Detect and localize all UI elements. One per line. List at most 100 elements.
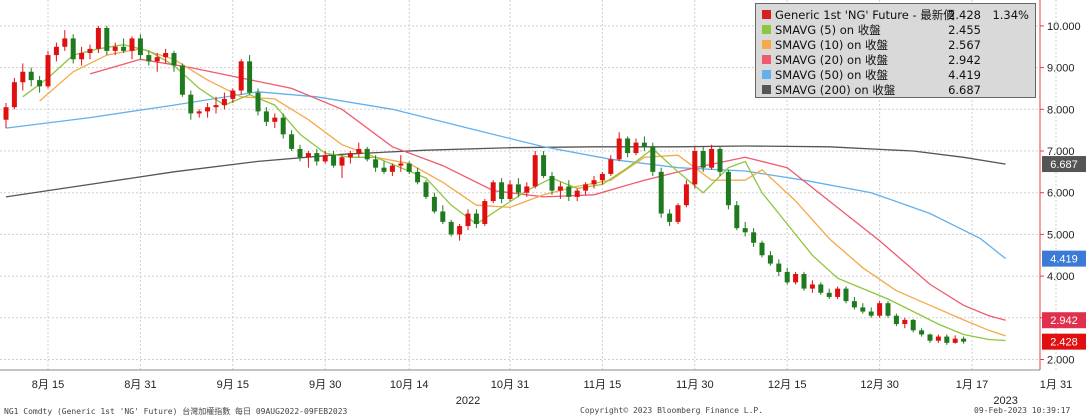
candle-body bbox=[415, 171, 421, 183]
candle-body bbox=[599, 173, 605, 181]
x-tick-label: 10月 14 bbox=[390, 379, 429, 391]
sma20-swatch bbox=[762, 55, 771, 64]
candle-body bbox=[331, 155, 337, 166]
candle-body bbox=[440, 211, 446, 222]
candle-body bbox=[247, 61, 253, 93]
candle-body bbox=[860, 307, 866, 312]
candle-body bbox=[583, 184, 589, 191]
legend-label: SMAVG (10) on 收盤 bbox=[775, 38, 889, 52]
value-marker-label: 4.419 bbox=[1050, 254, 1078, 266]
x-tick-label: 11月 15 bbox=[584, 379, 622, 391]
x-tick-label: 12月 15 bbox=[768, 379, 807, 391]
legend-label: SMAVG (200) on 收盤 bbox=[775, 83, 896, 97]
candle-body bbox=[230, 90, 236, 99]
sma-line bbox=[39, 48, 1006, 337]
candle-body bbox=[129, 38, 135, 51]
candle-body bbox=[356, 148, 362, 154]
candle-body bbox=[289, 134, 295, 149]
footer-timestamp: 09-Feb-2023 10:39:17 bbox=[974, 406, 1071, 415]
candle-body bbox=[62, 38, 68, 47]
candle-body bbox=[171, 53, 177, 66]
candle-body bbox=[37, 80, 43, 87]
candle-body bbox=[877, 303, 883, 316]
candle-body bbox=[851, 301, 857, 308]
y-tick-label: 9.000 bbox=[1047, 63, 1075, 75]
candle-body bbox=[793, 274, 799, 283]
sma200-swatch bbox=[762, 85, 771, 94]
candle-body bbox=[742, 228, 748, 233]
legend-change: 1.34% bbox=[992, 8, 1029, 22]
sma10-swatch bbox=[762, 40, 771, 49]
x-tick-label: 10月 31 bbox=[491, 379, 530, 391]
candle-body bbox=[188, 94, 194, 114]
year-label: 2022 bbox=[456, 395, 480, 405]
candle-body bbox=[179, 65, 185, 95]
sma50-swatch bbox=[762, 70, 771, 79]
candle-body bbox=[87, 48, 93, 54]
candle-body bbox=[843, 288, 849, 302]
value-marker-label: 2.428 bbox=[1050, 337, 1078, 349]
candle-body bbox=[616, 138, 622, 160]
candle-body bbox=[305, 153, 311, 158]
candle-body bbox=[658, 171, 664, 214]
footer-source: NG1 Comdty (Generic 1st 'NG' Future) 台灣加… bbox=[4, 407, 348, 416]
candle-body bbox=[608, 159, 614, 174]
candle-body bbox=[448, 221, 454, 235]
candle-body bbox=[95, 27, 101, 49]
candle-body bbox=[818, 284, 824, 293]
candle-body bbox=[457, 226, 463, 235]
chart-legend: Generic 1st 'NG' Future - 最新價 2.428 1.34… bbox=[755, 3, 1036, 98]
sma-line bbox=[5, 145, 1006, 198]
candle-body bbox=[574, 190, 580, 197]
legend-item-sma10: SMAVG (10) on 收盤 2.567 bbox=[762, 38, 1029, 52]
legend-label: Generic 1st 'NG' Future - 最新價 bbox=[775, 8, 955, 22]
candle-body bbox=[398, 163, 404, 166]
candle-body bbox=[885, 303, 891, 316]
candle-body bbox=[944, 336, 950, 343]
candle-body bbox=[591, 180, 597, 185]
value-marker bbox=[1042, 333, 1086, 350]
x-tick-label: 12月 30 bbox=[860, 379, 899, 391]
legend-item-sma50: SMAVG (50) on 收盤 4.419 bbox=[762, 68, 1029, 82]
candle-body bbox=[759, 242, 765, 256]
candle-body bbox=[910, 319, 916, 331]
footer-copyright: Copyright© 2023 Bloomberg Finance L.P. bbox=[580, 406, 764, 415]
candle-body bbox=[532, 155, 538, 187]
legend-value: 2.567 bbox=[948, 38, 981, 52]
candle-body bbox=[919, 330, 925, 335]
candle-body bbox=[935, 336, 941, 341]
y-tick-label: 10.000 bbox=[1047, 21, 1081, 33]
candle-body bbox=[734, 205, 740, 229]
candle-body bbox=[272, 117, 278, 122]
candle-body bbox=[205, 107, 211, 112]
candle-body bbox=[717, 148, 723, 172]
candle-body bbox=[776, 263, 782, 272]
legend-label: SMAVG (5) on 收盤 bbox=[775, 23, 881, 37]
candle-body bbox=[835, 288, 841, 297]
candle-body bbox=[784, 271, 790, 283]
y-tick-label: 4.000 bbox=[1047, 271, 1075, 283]
candle-body bbox=[465, 213, 471, 227]
y-tick-label: 8.000 bbox=[1047, 104, 1075, 116]
candle-body bbox=[11, 82, 17, 108]
candle-body bbox=[263, 111, 269, 122]
candle-body bbox=[541, 155, 547, 177]
candle-body bbox=[213, 105, 219, 108]
candle-body bbox=[927, 334, 933, 341]
candle-body bbox=[146, 55, 152, 62]
candle-body bbox=[322, 155, 328, 162]
value-marker bbox=[1042, 250, 1086, 267]
legend-value: 4.419 bbox=[948, 68, 981, 82]
x-tick-label: 8月 15 bbox=[32, 379, 64, 391]
candle-body bbox=[801, 274, 807, 289]
x-tick-label: 1月 17 bbox=[956, 379, 988, 391]
legend-item-price: Generic 1st 'NG' Future - 最新價 2.428 1.34… bbox=[762, 8, 1029, 22]
candle-body bbox=[751, 232, 757, 243]
x-tick-label: 11月 30 bbox=[676, 379, 714, 391]
price-swatch bbox=[762, 10, 771, 19]
candle-body bbox=[381, 167, 387, 172]
sma-line bbox=[89, 58, 1006, 321]
y-tick-label: 2.000 bbox=[1047, 355, 1075, 367]
candle-body bbox=[137, 38, 143, 56]
candle-body bbox=[389, 165, 395, 172]
